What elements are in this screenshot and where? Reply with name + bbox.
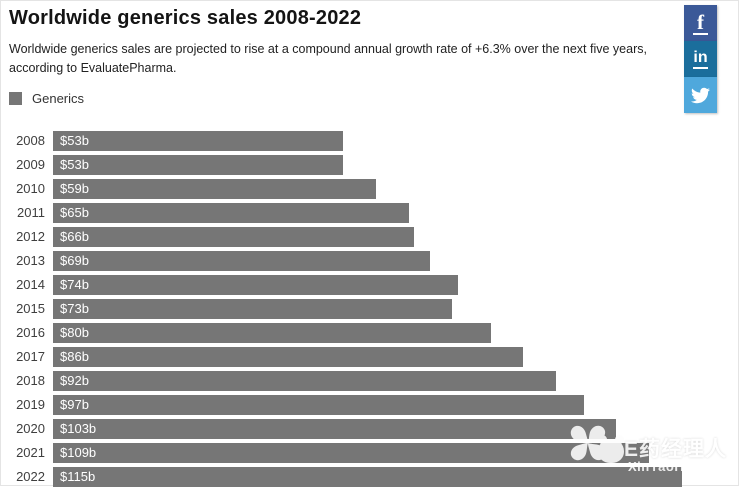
bar: $74b: [53, 274, 458, 295]
bar-value-label: $53b: [60, 157, 89, 172]
bar-chart: 2008 $53b 2009 $53b 2010 $59b 2011 $65b 2012 $66b…: [9, 130, 739, 487]
bar-row: 2019 $97b: [9, 394, 739, 415]
bar-track: $86b: [53, 346, 682, 367]
page-title: Worldwide generics sales 2008-2022: [9, 7, 362, 29]
bar-value-label: $66b: [60, 229, 89, 244]
year-label: 2013: [16, 253, 45, 268]
bar-row: 2011 $65b: [9, 202, 739, 223]
bar-value-label: $65b: [60, 205, 89, 220]
bar-row: 2012 $66b: [9, 226, 739, 247]
bar-value-label: $53b: [60, 133, 89, 148]
bar-row: 2020 $103b: [9, 418, 739, 439]
bar: $109b: [53, 442, 650, 463]
bar-track: $109b: [53, 442, 682, 463]
year-label: 2016: [16, 325, 45, 340]
bar-value-label: $103b: [60, 421, 97, 436]
bar-row: 2013 $69b: [9, 250, 739, 271]
social-share-bar: f in: [684, 5, 717, 113]
bar-row: 2015 $73b: [9, 298, 739, 319]
bar: $73b: [53, 298, 453, 319]
year-label: 2019: [16, 397, 45, 412]
facebook-icon: f: [697, 9, 704, 34]
twitter-bird-icon: [691, 86, 710, 105]
bar: $92b: [53, 370, 557, 391]
year-label: 2017: [16, 349, 45, 364]
year-label: 2020: [16, 421, 45, 436]
year-label: 2008: [16, 133, 45, 148]
year-label: 2018: [16, 373, 45, 388]
year-label: 2012: [16, 229, 45, 244]
year-label: 2021: [16, 445, 45, 460]
legend-label: Generics: [32, 91, 85, 106]
year-label: 2010: [16, 181, 45, 196]
bar-row: 2018 $92b: [9, 370, 739, 391]
bar-track: $97b: [53, 394, 682, 415]
facebook-icon-underline: [693, 32, 708, 35]
bar: $66b: [53, 226, 414, 247]
facebook-share-button[interactable]: f: [684, 5, 717, 41]
twitter-share-button[interactable]: [684, 77, 717, 113]
bar-track: $66b: [53, 226, 682, 247]
bar-value-label: $80b: [60, 325, 89, 340]
bar-track: $80b: [53, 322, 682, 343]
bar-row: 2014 $74b: [9, 274, 739, 295]
bar-row: 2010 $59b: [9, 178, 739, 199]
year-label: 2011: [17, 205, 45, 220]
bar-value-label: $92b: [60, 373, 89, 388]
bar-track: $73b: [53, 298, 682, 319]
bar: $69b: [53, 250, 431, 271]
bar-value-label: $74b: [60, 277, 89, 292]
bar-value-label: $97b: [60, 397, 89, 412]
bar-value-label: $73b: [60, 301, 89, 316]
year-label: 2022: [16, 469, 45, 484]
bar-row: 2017 $86b: [9, 346, 739, 367]
bar-track: $69b: [53, 250, 682, 271]
bar-track: $92b: [53, 370, 682, 391]
bar: $115b: [53, 466, 682, 487]
bar-rows: 2008 $53b 2009 $53b 2010 $59b 2011 $65b 2012 $66b…: [9, 130, 739, 487]
bar-row: 2022 $115b: [9, 466, 739, 487]
bar-value-label: $109b: [60, 445, 97, 460]
bar-value-label: $115b: [60, 469, 96, 484]
bar-row: 2008 $53b: [9, 130, 739, 151]
year-label: 2009: [16, 157, 45, 172]
legend: Generics: [9, 91, 739, 106]
bar-row: 2016 $80b: [9, 322, 739, 343]
bar-value-label: $59b: [60, 181, 89, 196]
bar-track: $103b: [53, 418, 682, 439]
chart-subtitle: Worldwide generics sales are projected t…: [9, 42, 647, 75]
bar-track: $53b: [53, 130, 682, 151]
bar-track: $115b: [53, 466, 682, 487]
bar: $80b: [53, 322, 491, 343]
legend-swatch: [9, 92, 22, 105]
linkedin-icon-underline: [693, 66, 708, 69]
bar: $103b: [53, 418, 617, 439]
bar-track: $53b: [53, 154, 682, 175]
year-label: 2015: [16, 301, 45, 316]
linkedin-icon: in: [693, 48, 708, 66]
bar: $53b: [53, 130, 343, 151]
year-label: 2014: [16, 277, 45, 292]
bar-value-label: $69b: [60, 253, 89, 268]
bar-track: $65b: [53, 202, 682, 223]
bar: $59b: [53, 178, 376, 199]
bar: $53b: [53, 154, 343, 175]
bar-row: 2009 $53b: [9, 154, 739, 175]
bar-track: $74b: [53, 274, 682, 295]
bar: $86b: [53, 346, 524, 367]
bar-value-label: $86b: [60, 349, 89, 364]
bar: $65b: [53, 202, 409, 223]
bar-row: 2021 $109b: [9, 442, 739, 463]
bar: $97b: [53, 394, 584, 415]
bar-track: $59b: [53, 178, 682, 199]
linkedin-share-button[interactable]: in: [684, 41, 717, 77]
